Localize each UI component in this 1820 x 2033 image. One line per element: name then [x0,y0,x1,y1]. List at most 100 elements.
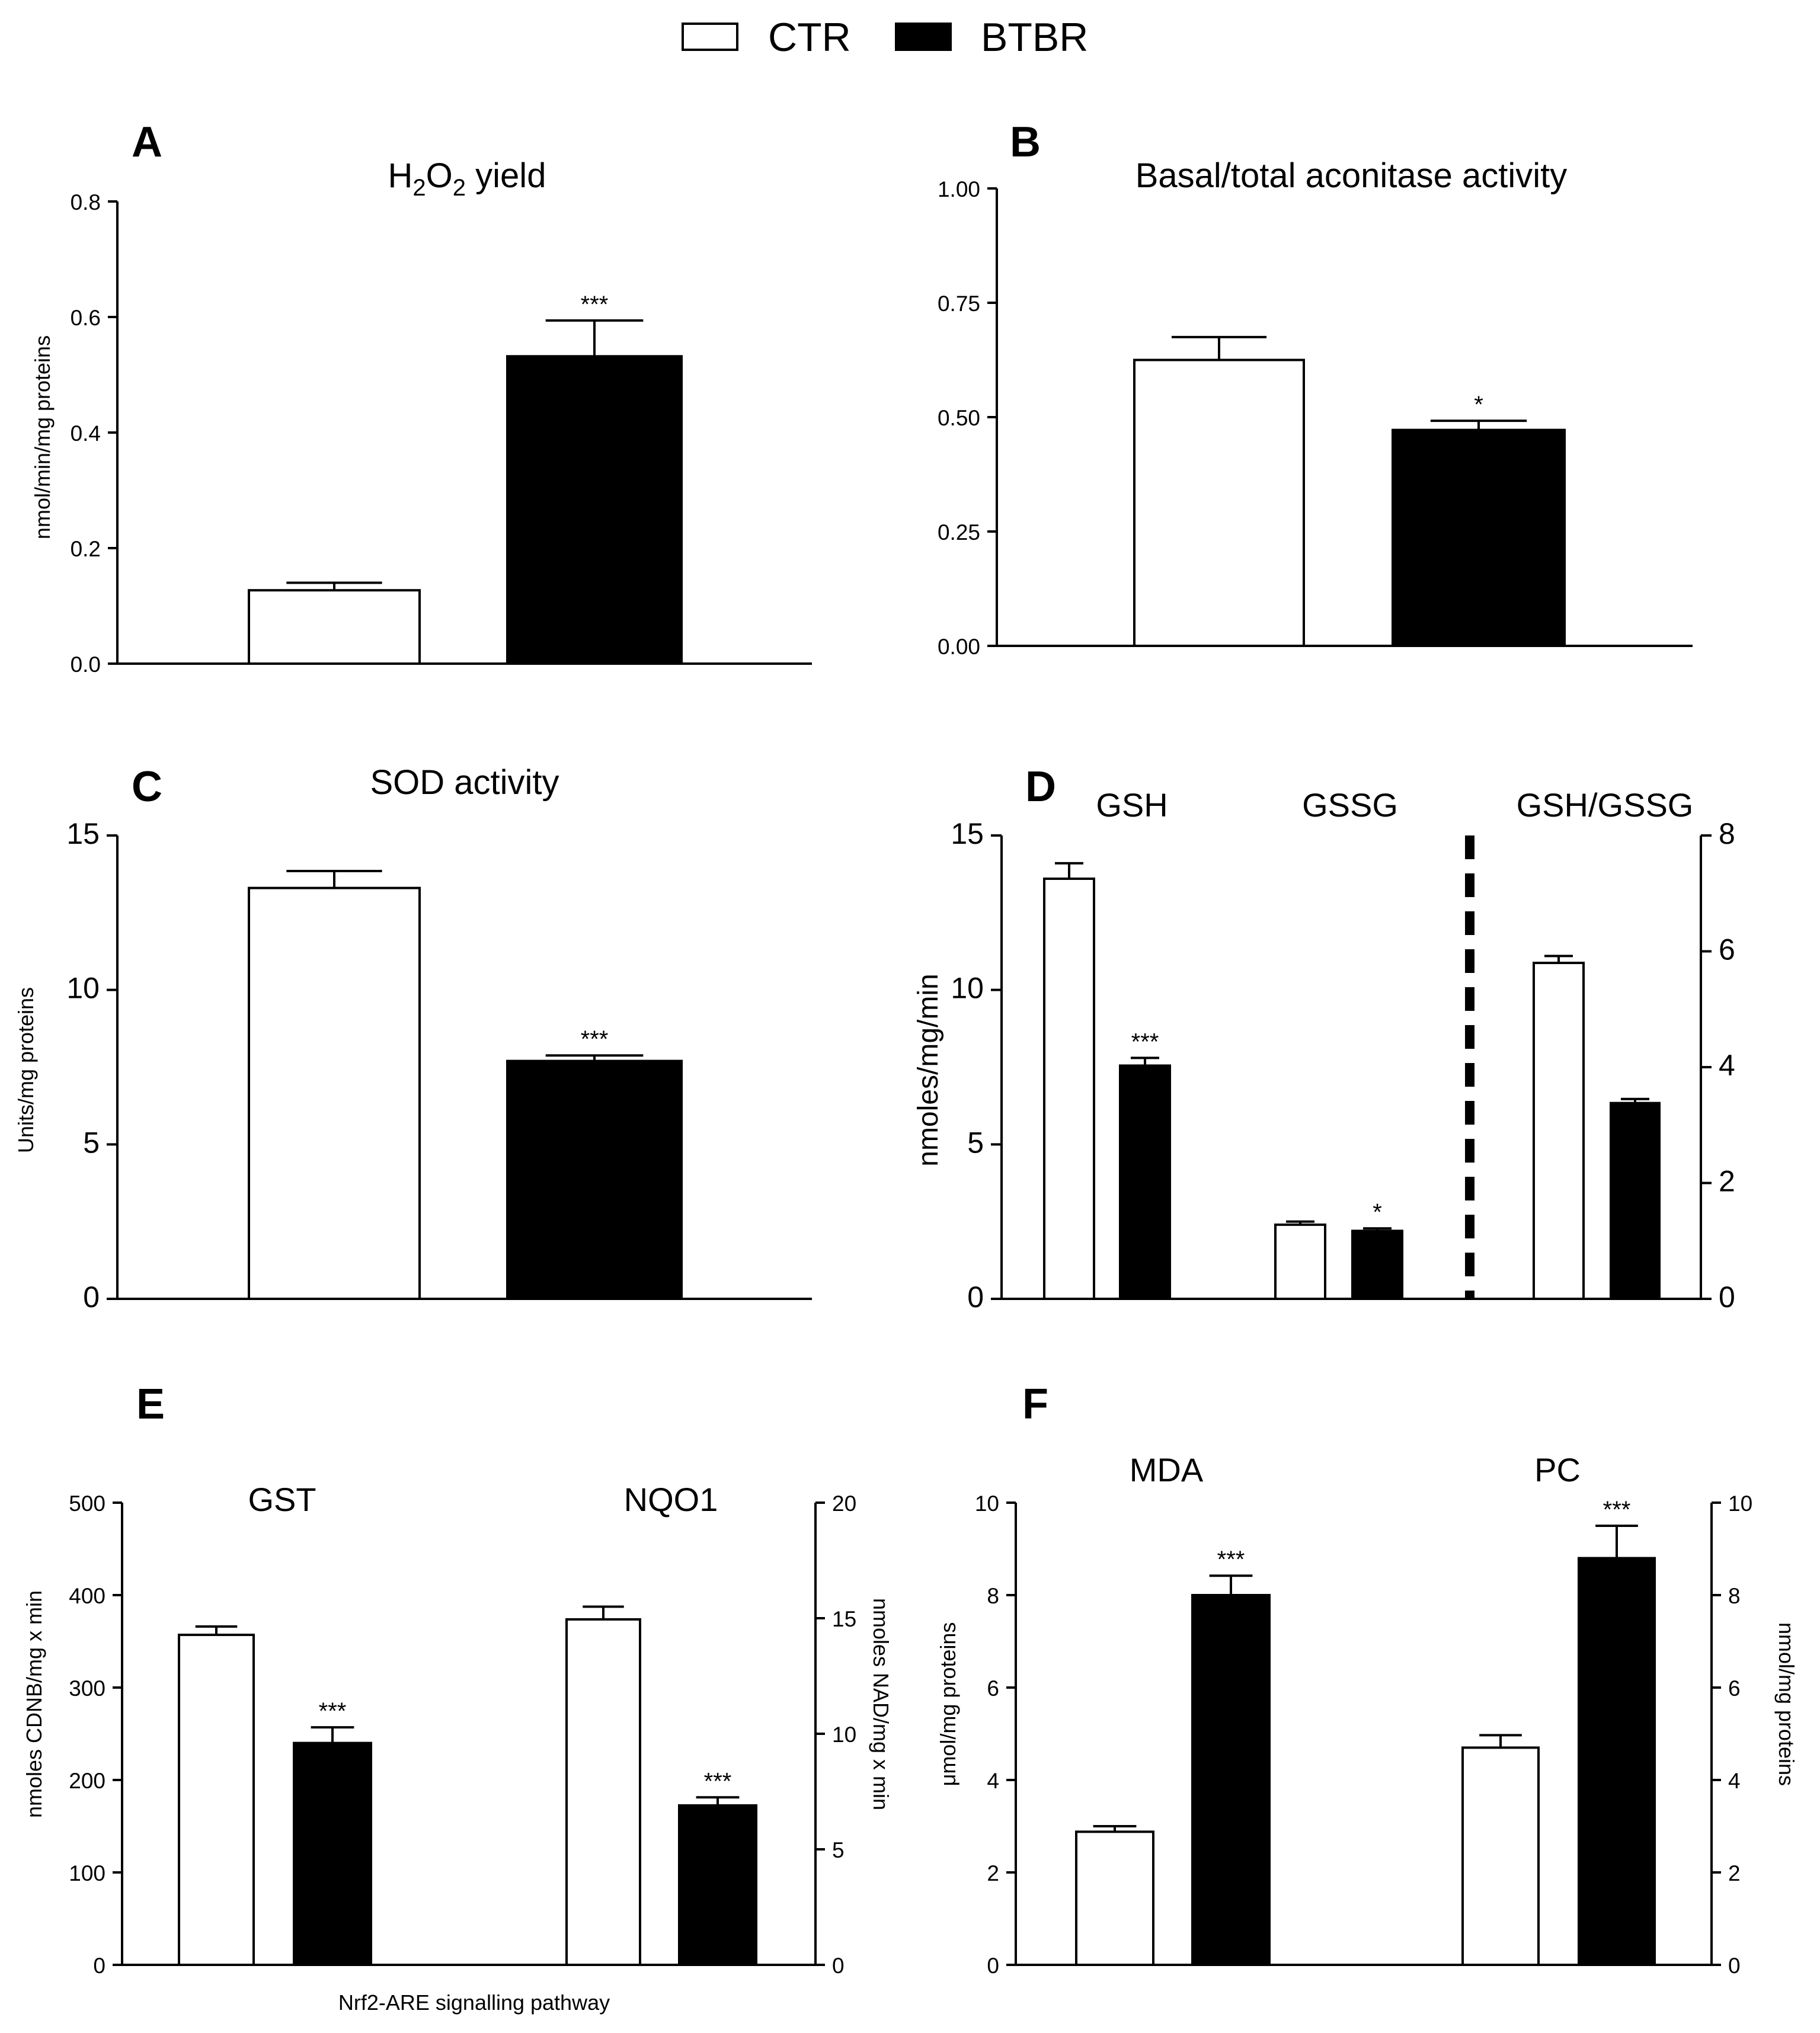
panel-d-y2tick-label: 4 [1719,1049,1735,1082]
panel-d-y2tick-label: 8 [1719,817,1735,850]
panel-letter-a: A [132,119,162,166]
panel-e-y2tick-label: 10 [832,1723,856,1747]
group-label-gst: GST [248,1481,316,1518]
panel-a-ytick-label: 0.6 [71,306,101,330]
panel-b-significance: * [1474,392,1483,418]
panel-f-ytick-label: 0 [987,1954,999,1978]
panel-e-bar-ctr [178,1634,255,1967]
panel-e-y2tick-label: 5 [832,1838,845,1862]
legend-label-ctr: CTR [768,15,851,60]
panel-d-y2tick-label: 2 [1719,1165,1735,1198]
panel-b-bar-ctr [1133,358,1305,647]
panel-e-bar-btbr [293,1741,372,1967]
panel-d-bar-ctr [1533,962,1585,1301]
panel-e-y2label: nmoles NAD/mg x min [869,1598,893,1810]
panel-d-bar-ctr [1043,877,1095,1300]
panel-e-ytick-label: 400 [69,1584,105,1608]
panel-d-bar-btbr [1351,1230,1403,1300]
panel-f-ylabel: μmol/mg proteins [936,1622,960,1787]
panel-d-significance: * [1373,1199,1382,1225]
panel-d-bar-btbr [1610,1102,1661,1300]
panel-e-significance: *** [319,1698,347,1724]
panel-f-y2tick-label: 10 [1728,1491,1752,1516]
panel-c-ytick-label: 15 [66,817,100,850]
panel-d-significance: *** [1131,1029,1159,1055]
panel-c-bar-btbr [506,1059,683,1301]
group-label-pc: PC [1534,1451,1581,1488]
panel-c-ytick-label: 0 [83,1280,100,1314]
legend-swatch-ctr [682,23,738,51]
panel-c-ylabel: Units/mg proteins [14,987,38,1153]
panel-f-ytick-label: 6 [987,1676,999,1701]
panel-f-ytick-label: 2 [987,1861,999,1885]
panel-d-ylabel: nmoles/mg/min [913,974,944,1166]
panel-letter-e: E [136,1381,165,1428]
panel-c-title: SOD activity [370,763,559,802]
panel-f-ytick-label: 4 [987,1769,999,1793]
panel-f-bar-ctr [1075,1830,1154,1967]
panel-e-y2tick-label: 0 [832,1954,845,1978]
panel-e-bar-btbr [678,1804,757,1966]
panel-a-ytick-label: 0.4 [71,421,101,446]
panel-letter-c: C [132,763,162,811]
panel-c-ytick-label: 10 [66,972,100,1005]
panel-f-bar-btbr [1578,1557,1656,1967]
group-label-gsh: GSH [1096,786,1168,824]
panel-f-bar-ctr [1461,1746,1540,1966]
panel-a-significance: *** [581,292,609,318]
panel-e-ytick-label: 200 [69,1769,105,1793]
panel-letter-b: B [1010,119,1041,166]
panel-f-ytick-label: 10 [975,1491,999,1516]
panel-b-ytick-label: 0.25 [938,520,980,545]
panel-a-ylabel: nmol/min/mg proteins [30,335,55,539]
panel-f-y2tick-label: 4 [1728,1769,1741,1793]
panel-e-xlabel: Nrf2-ARE signalling pathway [338,1990,610,2015]
panel-d-ytick-label: 0 [967,1280,984,1314]
legend-swatch-btbr [895,23,952,51]
panel-e-ytick-label: 500 [69,1491,105,1516]
panel-a-ytick-label: 0.2 [71,537,101,561]
panel-e-y2tick-label: 20 [832,1491,856,1516]
panel-e-ytick-label: 300 [69,1676,105,1701]
panel-a-bar-btbr [506,355,683,665]
panel-c-bar-ctr [248,886,421,1301]
panel-letter-f: F [1022,1381,1048,1428]
panel-f-y2label: nmol/mg proteins [1774,1622,1799,1786]
panel-d-y2tick-label: 6 [1719,933,1735,966]
panel-f-significance: *** [1217,1547,1245,1573]
legend-label-btbr: BTBR [981,15,1088,60]
panel-b-title: Basal/total aconitase activity [1135,156,1568,195]
panel-d-ytick-label: 15 [951,817,984,850]
panel-e-y2tick-label: 15 [832,1607,856,1631]
panel-f-y2tick-label: 0 [1728,1954,1741,1978]
panel-f-y2tick-label: 2 [1728,1861,1741,1885]
panel-f-significance: *** [1603,1497,1631,1523]
panel-b-ytick-label: 0.00 [938,635,980,659]
panel-letter-d: D [1025,763,1056,811]
legend: CTR BTBR [682,15,1088,60]
panel-a-title: H2O2 yield [388,156,546,201]
panel-f-bar-btbr [1191,1594,1271,1966]
panel-a-ytick-label: 0.8 [71,190,101,214]
group-label-gsh-gssg: GSH/GSSG [1517,786,1694,824]
panel-a-ytick-label: 0.0 [71,652,101,677]
panel-b-ytick-label: 0.50 [938,406,980,430]
group-label-nqo1: NQO1 [624,1481,718,1518]
panel-c-significance: *** [581,1026,609,1052]
panel-c-ytick-label: 5 [83,1126,100,1159]
panel-d-bar-btbr [1119,1064,1171,1300]
panel-e-ytick-label: 0 [93,1954,105,1978]
panel-f-y2tick-label: 6 [1728,1676,1741,1701]
panel-b-bar-btbr [1392,428,1566,648]
panel-d-y2tick-label: 0 [1719,1280,1735,1314]
panel-b-ytick-label: 1.00 [938,177,980,201]
charts-layer: 0.0 0.2 0.4 0.6 0.8 *** 0.00 0.25 0.50 0.75 1.00 * 0… [66,177,1752,1978]
panel-a-bar-ctr [248,589,421,665]
panel-e-significance: *** [704,1768,732,1794]
panel-f-y2tick-label: 8 [1728,1584,1741,1608]
panel-e-ylabel: nmoles CDNB/mg x min [22,1590,46,1818]
panel-f-ytick-label: 8 [987,1584,999,1608]
panel-e-bar-ctr [565,1618,641,1966]
panel-b-ytick-label: 0.75 [938,292,980,316]
